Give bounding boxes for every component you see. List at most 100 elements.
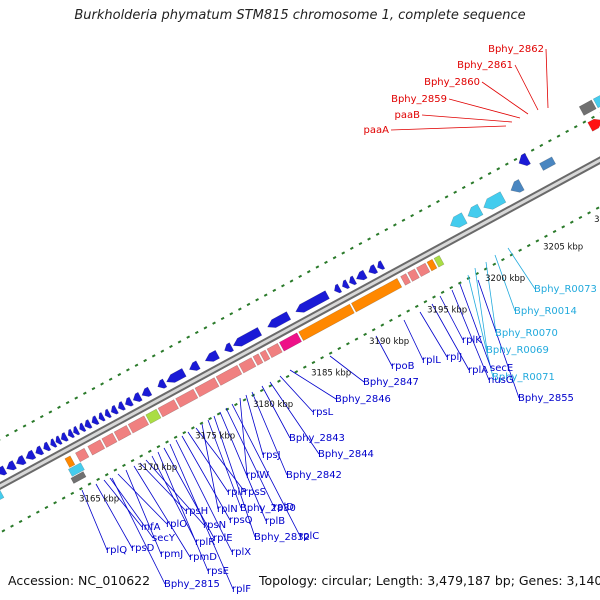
inner-gene bbox=[238, 357, 257, 374]
tick-dot-outer bbox=[117, 372, 122, 377]
gene-shape bbox=[141, 386, 153, 397]
tick-dot-outer bbox=[100, 382, 104, 386]
leader-line bbox=[151, 455, 197, 543]
tick-dot-inner bbox=[501, 257, 505, 262]
tick-dot-inner bbox=[294, 370, 299, 374]
steel-gene bbox=[539, 156, 556, 171]
gene-shape bbox=[259, 349, 271, 362]
tick-label: 3205 kbp bbox=[543, 243, 583, 253]
outer-gene bbox=[342, 279, 351, 290]
tick-dot-inner bbox=[552, 229, 557, 234]
tick-dot-outer bbox=[298, 274, 303, 279]
tick-dot-inner bbox=[363, 332, 367, 337]
gene-label: rpsQ bbox=[229, 515, 253, 526]
tick-dot-inner bbox=[113, 468, 118, 472]
inner-gene bbox=[175, 388, 199, 408]
tick-dot-inner bbox=[53, 501, 57, 505]
inner-gene bbox=[113, 425, 132, 442]
outer-gene bbox=[98, 411, 106, 422]
tick-dot-outer bbox=[453, 190, 458, 194]
outer-gene bbox=[204, 349, 220, 362]
tick-dot-outer bbox=[203, 326, 208, 330]
gene-label: Bphy_R0071 bbox=[492, 372, 555, 383]
tick-dot-inner bbox=[139, 454, 144, 458]
gene-shape bbox=[189, 360, 201, 371]
tick-dot-inner bbox=[216, 412, 221, 416]
tick-dot-inner bbox=[61, 496, 66, 500]
tick-dot-outer bbox=[427, 204, 432, 208]
tick-dot-outer bbox=[14, 429, 18, 433]
tick-dot-inner bbox=[165, 440, 169, 444]
gene-label: Bphy_R0070 bbox=[495, 328, 558, 339]
gene-shape bbox=[84, 419, 93, 429]
inner-gene bbox=[127, 415, 150, 434]
leader-line bbox=[195, 427, 246, 493]
leader-line bbox=[431, 303, 470, 371]
tick-dot-inner bbox=[208, 416, 212, 421]
gene-label: rplE bbox=[213, 533, 233, 544]
gene-shape bbox=[166, 368, 187, 383]
tick-dot-outer bbox=[169, 344, 173, 349]
gene-shape bbox=[98, 411, 106, 422]
tick-dot-inner bbox=[259, 388, 264, 393]
gene-shape bbox=[35, 445, 45, 456]
steel-gene bbox=[510, 179, 525, 193]
leader-line bbox=[514, 64, 539, 111]
inner-gene bbox=[400, 273, 411, 286]
tick-dot-inner bbox=[569, 220, 574, 224]
leader-line bbox=[95, 483, 133, 549]
cyan-gene bbox=[592, 92, 600, 109]
tick-dot-outer bbox=[573, 125, 578, 129]
tick-dot-outer bbox=[220, 316, 225, 321]
tick-dot-inner bbox=[432, 295, 436, 299]
gene-label: rplP bbox=[227, 487, 246, 498]
outer-gene bbox=[334, 283, 343, 294]
outer-gene bbox=[166, 368, 187, 383]
leader-line bbox=[175, 439, 233, 553]
tick-dot-inner bbox=[406, 309, 411, 313]
leader-line bbox=[261, 385, 291, 439]
gene-shape bbox=[238, 357, 257, 374]
inner-gene bbox=[426, 258, 438, 272]
tick-dot-outer bbox=[487, 171, 492, 176]
gene-label: rpmJ bbox=[160, 549, 183, 560]
leader-line bbox=[225, 407, 275, 508]
tick-dot-inner bbox=[535, 239, 540, 243]
gene-label: Bphy_2842 bbox=[286, 470, 342, 481]
tick-dot-outer bbox=[82, 391, 87, 395]
gene-shape bbox=[592, 92, 600, 109]
gene-shape bbox=[400, 273, 411, 286]
tick-dot-inner bbox=[70, 491, 75, 496]
gene-label: Bphy_R0069 bbox=[486, 345, 549, 356]
gene-shape bbox=[145, 408, 162, 424]
outer-gene bbox=[232, 327, 263, 347]
leader-line bbox=[111, 477, 166, 585]
gene-label: rpsL bbox=[312, 407, 334, 418]
gene-shape bbox=[295, 290, 330, 313]
leader-line bbox=[279, 375, 314, 413]
outer-gene bbox=[6, 460, 17, 471]
tick-dot-inner bbox=[242, 398, 247, 402]
inner-gene bbox=[145, 408, 162, 424]
gene-shape bbox=[101, 432, 118, 448]
tick-dot-outer bbox=[39, 415, 44, 419]
tick-dot-outer bbox=[375, 232, 380, 236]
leader-line bbox=[419, 311, 448, 358]
leader-line bbox=[477, 279, 520, 399]
outer-gene bbox=[0, 465, 8, 476]
leader-line bbox=[451, 289, 490, 381]
gene-shape bbox=[157, 399, 179, 418]
gene-label: rpsE bbox=[207, 566, 229, 577]
tick-dot-outer bbox=[470, 181, 475, 185]
tick-dot-outer bbox=[315, 265, 320, 269]
tick-dot-inner bbox=[18, 519, 23, 524]
leader-line bbox=[201, 423, 219, 510]
leader-line bbox=[103, 479, 143, 528]
outer-gene bbox=[84, 419, 93, 429]
tick-label: 3175 kbp bbox=[195, 432, 235, 442]
tick-dot-outer bbox=[401, 218, 406, 222]
gene-shape bbox=[104, 408, 112, 419]
tick-dot-outer bbox=[306, 270, 311, 274]
outer-gene bbox=[55, 435, 63, 445]
sequence-backbone bbox=[0, 156, 600, 490]
